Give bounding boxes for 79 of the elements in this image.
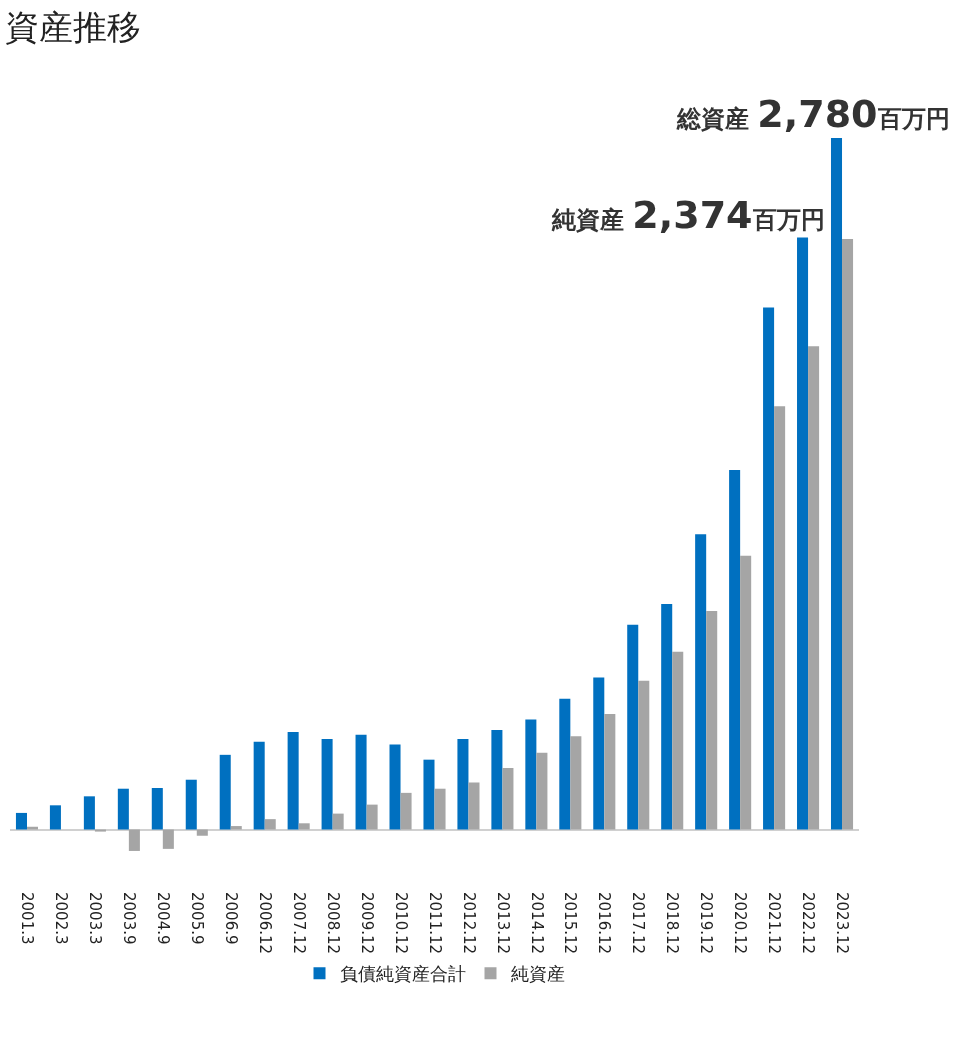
- bar: [627, 624, 639, 830]
- x-tick-label: 2006.12: [255, 892, 274, 955]
- bar: [185, 779, 197, 830]
- bar: [774, 406, 786, 830]
- bar: [162, 829, 174, 849]
- x-tick-label: 2004.9: [153, 892, 172, 945]
- x-tick-label: 2014.12: [527, 892, 546, 955]
- bar: [457, 738, 469, 830]
- bar: [366, 804, 378, 830]
- legend-label: 純資産: [510, 963, 565, 985]
- chart-title: 資産推移: [4, 7, 141, 48]
- bar: [49, 805, 61, 830]
- bar: [525, 719, 537, 830]
- bar: [559, 698, 571, 830]
- bar: [729, 469, 741, 830]
- bar: [763, 307, 775, 830]
- x-tick-label: 2010.12: [391, 892, 410, 955]
- x-tick-label: 2021.12: [765, 892, 784, 955]
- bar: [502, 767, 514, 830]
- x-tick-label: 2023.12: [833, 892, 852, 955]
- bar: [593, 677, 605, 830]
- bar: [638, 680, 650, 830]
- bar: [797, 237, 809, 830]
- x-tick-label: 2020.12: [731, 892, 750, 955]
- bar: [672, 651, 684, 830]
- bar: [434, 788, 446, 830]
- bar: [332, 813, 344, 830]
- bar: [196, 829, 208, 836]
- x-tick-label: 2002.3: [52, 892, 71, 945]
- x-tick-label: 2007.12: [289, 892, 308, 955]
- bar: [468, 782, 480, 830]
- bar: [321, 738, 333, 830]
- x-tick-label: 2017.12: [629, 892, 648, 955]
- bar: [298, 823, 310, 830]
- legend-label: 負債純資産合計: [339, 963, 466, 985]
- bar: [287, 732, 299, 830]
- x-tick-label: 2005.9: [187, 892, 206, 945]
- x-tick-label: 2012.12: [459, 892, 478, 955]
- x-tick-label: 2013.12: [493, 892, 512, 955]
- x-tick-label: 2008.12: [323, 892, 342, 955]
- x-tick-label: 2009.12: [357, 892, 376, 955]
- bar: [389, 744, 401, 830]
- bar: [830, 138, 843, 830]
- bar: [706, 610, 718, 830]
- bar: [83, 796, 95, 830]
- x-tick-label: 2003.9: [119, 892, 138, 945]
- x-tick-label: 2006.9: [221, 892, 240, 945]
- bar: [570, 736, 582, 830]
- x-tick-label: 2018.12: [663, 892, 682, 955]
- x-tick-label: 2022.12: [799, 892, 818, 955]
- bar: [695, 534, 707, 830]
- bar: [264, 819, 276, 830]
- bar: [842, 238, 854, 830]
- bar: [400, 792, 412, 830]
- x-tick-label: 2015.12: [561, 892, 580, 955]
- bar: [117, 788, 129, 830]
- bar: [15, 812, 27, 830]
- bar: [661, 604, 673, 830]
- x-tick-label: 2001.3: [18, 892, 37, 945]
- bar: [151, 788, 163, 830]
- bar: [491, 729, 503, 830]
- bar: [128, 829, 140, 851]
- bar: [740, 555, 752, 830]
- bar: [355, 734, 367, 830]
- x-tick-label: 2019.12: [697, 892, 716, 955]
- bar: [604, 714, 616, 830]
- x-tick-label: 2003.3: [86, 892, 105, 945]
- annotation: 純資産 2,374百万円: [551, 193, 825, 237]
- x-tick-label: 2016.12: [595, 892, 614, 955]
- bar: [219, 754, 231, 830]
- bar: [26, 826, 39, 830]
- bar: [808, 346, 820, 830]
- text: 総資産 2,780百万円: [676, 92, 950, 136]
- bar: [423, 759, 435, 830]
- bar: [536, 752, 548, 830]
- x-tick-label: 2011.12: [425, 892, 444, 955]
- bar: [230, 826, 242, 830]
- bar: [253, 741, 265, 830]
- bar: [94, 829, 106, 832]
